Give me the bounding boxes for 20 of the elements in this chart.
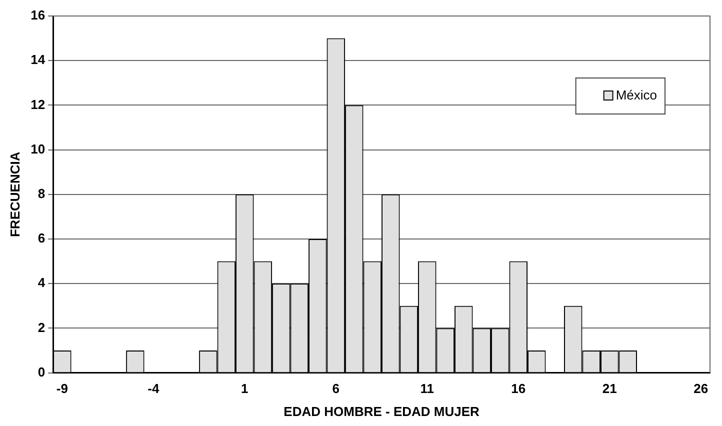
x-tick-label: 11 <box>420 381 434 396</box>
legend-label: México <box>616 88 658 103</box>
x-tick-label: -4 <box>148 381 160 396</box>
x-tick-label: 1 <box>241 381 248 396</box>
y-tick-label: 0 <box>38 364 46 380</box>
x-tick-label: 21 <box>602 381 617 396</box>
x-tick-label: 16 <box>511 381 526 396</box>
y-tick-label: 10 <box>30 141 46 156</box>
y-tick-label: 6 <box>38 230 46 246</box>
x-tick-label: 6 <box>332 381 340 396</box>
y-tick-label: 16 <box>30 8 46 23</box>
x-tick-label: 26 <box>694 381 708 396</box>
x-tick-label: -9 <box>56 381 68 396</box>
y-tick-label: 8 <box>38 186 46 201</box>
y-tick-label: 12 <box>30 96 46 112</box>
y-tick-label: 14 <box>30 52 46 68</box>
y-axis-title: FRECUENCIA <box>7 151 22 238</box>
y-tick-label: 4 <box>38 275 46 290</box>
y-tick-label: 2 <box>38 320 46 335</box>
x-axis-title: EDAD HOMBRE - EDAD MUJER <box>284 404 480 419</box>
